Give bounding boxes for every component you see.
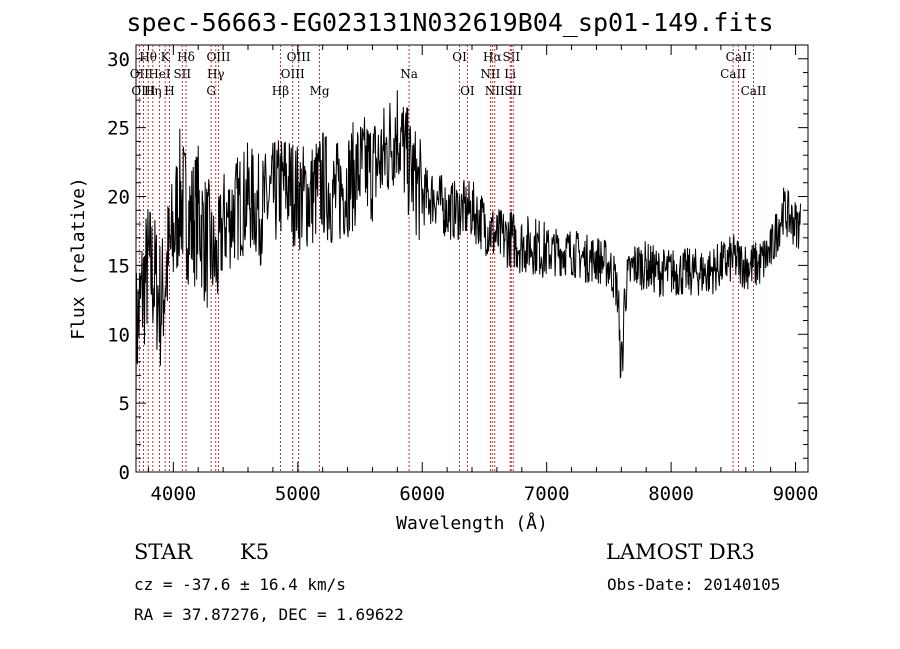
spectral-line-label: Hβ <box>272 84 289 98</box>
y-tick-label: 20 <box>107 187 130 209</box>
y-tick-label: 5 <box>119 393 130 415</box>
spectral-line-label: SII <box>504 84 522 98</box>
spectral-line-label: NII <box>480 67 500 81</box>
ra-dec-coordinates: RA = 37.87276, DEC = 1.69622 <box>134 605 404 624</box>
spectral-line-label: OIII <box>287 50 311 64</box>
survey-name: LAMOST DR3 <box>606 540 755 564</box>
spectral-line-label: Hη <box>144 84 162 98</box>
x-tick-label: 5000 <box>275 483 321 505</box>
y-tick-label: 10 <box>107 324 130 346</box>
spectral-line-label: H <box>164 84 174 98</box>
x-tick-label: 4000 <box>150 483 196 505</box>
spectral-line-label: Hα <box>483 50 502 64</box>
observation-date: Obs-Date: 20140105 <box>607 575 781 594</box>
spectral-line-label: OII <box>130 67 150 81</box>
spectral-line-label: HeI <box>148 67 171 81</box>
spectral-line-label: CaII <box>720 67 746 81</box>
spectral-line-label: Hδ <box>177 50 195 64</box>
x-tick-label: 6000 <box>399 483 445 505</box>
redshift-velocity: cz = -37.6 ± 16.4 km/s <box>134 575 346 594</box>
spectral-line-label: Na <box>400 67 418 81</box>
y-axis-label: Flux (relative) <box>68 177 89 340</box>
spectral-line-label: Mg <box>310 84 330 98</box>
object-subclass: K5 <box>240 540 270 564</box>
x-tick-label: 7000 <box>524 483 570 505</box>
y-tick-label: 0 <box>119 462 130 484</box>
y-tick-label: 25 <box>107 118 130 140</box>
x-axis-label: Wavelength (Å) <box>396 512 548 534</box>
spectral-line-label: Li <box>504 67 516 81</box>
spectrum-line <box>135 90 801 404</box>
spectral-line-label: OIII <box>131 84 155 98</box>
spectral-line-label: G <box>206 84 216 98</box>
y-tick-label: 30 <box>107 49 130 71</box>
spectral-line-label: SII <box>173 67 191 81</box>
spectral-line-label: SII <box>502 50 520 64</box>
x-tick-label: 8000 <box>648 483 694 505</box>
page-title: spec-56663-EG023131N032619B04_sp01-149.f… <box>126 8 774 37</box>
spectral-line-label: NII <box>485 84 505 98</box>
object-class: STAR <box>134 540 193 564</box>
spectral-line-label: OI <box>460 84 475 98</box>
spectral-line-label: OI <box>452 50 467 64</box>
y-tick-label: 15 <box>107 255 130 277</box>
spectral-line-label: K <box>161 50 171 64</box>
spectral-line-label: Hγ <box>207 67 225 81</box>
plot-frame <box>135 44 809 473</box>
spectral-line-label: OIII <box>206 50 230 64</box>
spectral-line-label: OIII <box>281 67 305 81</box>
spectral-line-label: CaII <box>726 50 752 64</box>
spectral-line-label: CaII <box>741 84 767 98</box>
x-tick-label: 9000 <box>773 483 819 505</box>
spectral-line-label: Hθ <box>139 50 157 64</box>
